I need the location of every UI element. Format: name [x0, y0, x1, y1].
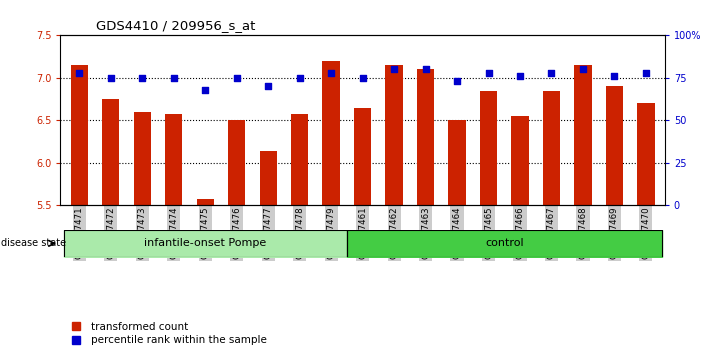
Bar	[385, 65, 402, 205]
Point	[357, 75, 368, 81]
Point	[74, 70, 85, 76]
Point	[640, 70, 651, 76]
Text: control: control	[485, 238, 523, 249]
Point	[105, 75, 117, 81]
Bar	[323, 61, 340, 205]
Bar	[291, 114, 309, 205]
Point	[137, 75, 148, 81]
Bar	[542, 91, 560, 205]
Bar	[260, 151, 277, 205]
Point	[577, 67, 589, 72]
Legend: transformed count, percentile rank within the sample: transformed count, percentile rank withi…	[65, 322, 267, 345]
Point	[168, 75, 179, 81]
Bar	[134, 112, 151, 205]
Bar	[480, 91, 497, 205]
Bar	[606, 86, 623, 205]
Bar	[574, 65, 592, 205]
Text: GDS4410 / 209956_s_at: GDS4410 / 209956_s_at	[96, 19, 255, 32]
Point	[483, 70, 494, 76]
Point	[420, 67, 432, 72]
Point	[451, 79, 463, 84]
Bar	[70, 65, 88, 205]
Bar	[637, 103, 655, 205]
Bar	[228, 120, 245, 205]
Bar	[511, 116, 529, 205]
Bar	[196, 199, 214, 205]
Bar	[165, 114, 183, 205]
Text: disease state: disease state	[1, 238, 67, 249]
Bar	[354, 108, 371, 205]
Point	[388, 67, 400, 72]
Text: infantile-onset Pompe: infantile-onset Pompe	[144, 238, 267, 249]
Point	[546, 70, 557, 76]
Point	[514, 73, 525, 79]
Point	[326, 70, 337, 76]
Point	[200, 87, 211, 93]
Bar	[449, 120, 466, 205]
Bar	[102, 99, 119, 205]
Bar	[417, 69, 434, 205]
Point	[294, 75, 305, 81]
Point	[262, 84, 274, 89]
Point	[609, 73, 620, 79]
Point	[231, 75, 242, 81]
